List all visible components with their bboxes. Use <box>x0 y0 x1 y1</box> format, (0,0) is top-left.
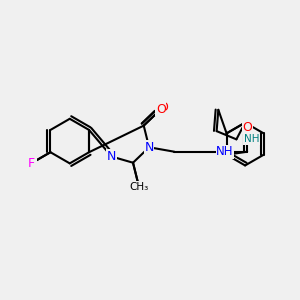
Text: O: O <box>242 121 252 134</box>
Text: O: O <box>158 100 168 114</box>
Text: N: N <box>144 141 154 154</box>
Text: N: N <box>107 150 116 163</box>
Text: NH: NH <box>216 145 234 158</box>
Text: NH: NH <box>244 134 259 144</box>
Text: CH₃: CH₃ <box>130 182 148 192</box>
Text: N: N <box>144 141 154 154</box>
Text: F: F <box>29 156 36 169</box>
Text: CH₃: CH₃ <box>129 182 148 192</box>
Text: F: F <box>28 157 35 169</box>
Text: O: O <box>156 103 166 116</box>
Text: N: N <box>107 150 116 163</box>
